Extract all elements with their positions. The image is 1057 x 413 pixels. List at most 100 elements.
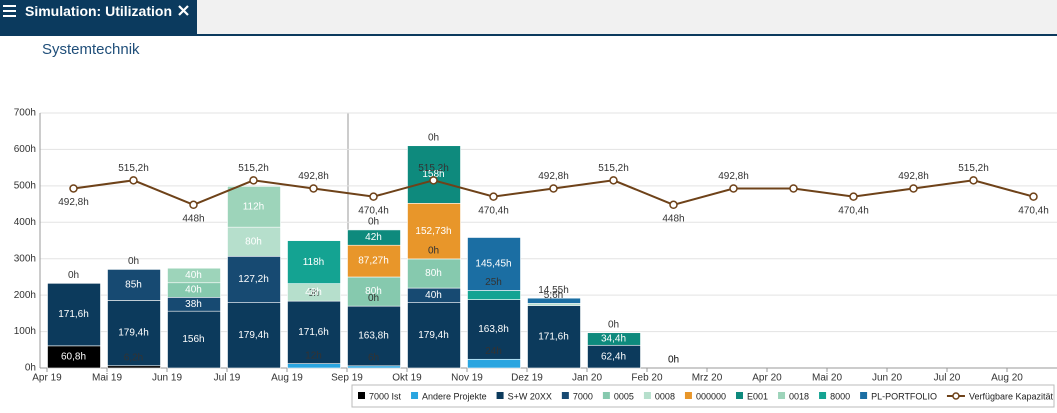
data-label: 87,27h xyxy=(358,256,389,267)
bar-segment xyxy=(407,302,461,369)
bar-segment xyxy=(527,297,581,304)
x-tick-label: Nov 19 xyxy=(451,373,483,384)
bar-segment xyxy=(467,299,521,360)
close-icon[interactable] xyxy=(178,5,190,17)
data-label: 163,8h xyxy=(358,331,389,342)
data-label: 0h xyxy=(668,355,679,366)
bar-segment xyxy=(407,258,461,289)
bar-segment xyxy=(227,256,281,303)
legend-swatch xyxy=(358,392,365,399)
legend-swatch xyxy=(643,392,651,399)
data-label: 470,4h xyxy=(1018,205,1049,216)
data-label: 515,2h xyxy=(598,163,629,174)
x-tick-label: Jul 20 xyxy=(934,373,961,384)
data-label: 40h xyxy=(185,270,202,281)
line-point xyxy=(849,192,858,201)
legend-label: 000000 xyxy=(696,391,726,401)
x-tick-label: Mrz 20 xyxy=(692,373,723,384)
legend-swatch xyxy=(684,392,692,399)
legend-label: PL-PORTFOLIO xyxy=(871,391,937,401)
x-tick-label: Jul 19 xyxy=(214,373,241,384)
legend: 7000 Ist Andere Projekte S+W 20XX 7000 0005 0… xyxy=(351,384,1055,408)
legend-label: 0018 xyxy=(789,391,809,401)
line-point xyxy=(249,176,258,185)
data-label: 6h xyxy=(368,352,379,363)
legend-swatch xyxy=(602,392,610,399)
x-tick-label: Mai 20 xyxy=(812,373,842,384)
data-label: 158h xyxy=(422,169,444,180)
x-tick-label: Apr 19 xyxy=(32,373,62,384)
line-point xyxy=(549,184,558,193)
y-tick-label: 300h xyxy=(14,253,36,264)
data-label: 0h xyxy=(368,217,379,228)
legend-box xyxy=(351,384,1055,408)
data-label: 0h xyxy=(68,270,79,281)
legend-swatch xyxy=(952,392,960,400)
data-label: 42h xyxy=(365,232,382,243)
bar-segment xyxy=(347,305,401,367)
bar-segment xyxy=(227,186,281,228)
line-point xyxy=(309,184,318,193)
y-tick-label: 700h xyxy=(14,108,36,119)
x-tick-label: Mai 19 xyxy=(92,373,122,384)
data-label: 112h xyxy=(243,201,265,212)
bar-segment xyxy=(407,202,461,260)
x-tick-label: Apr 20 xyxy=(752,373,782,384)
bar-segment xyxy=(107,300,161,367)
x-tick-label: Jun 20 xyxy=(872,373,902,384)
line-point xyxy=(609,176,618,185)
line-point xyxy=(669,200,678,210)
x-tick-label: Feb 20 xyxy=(631,373,663,384)
line-point xyxy=(69,184,78,193)
data-label: 492,8h xyxy=(58,197,89,208)
bar-segment xyxy=(227,302,281,369)
chart-title: Systemtechnik xyxy=(42,41,140,58)
data-label: 171,6h xyxy=(58,309,89,320)
bar-segment xyxy=(407,145,461,204)
data-label: 152,73h xyxy=(415,226,451,237)
data-label: 0h xyxy=(428,246,439,257)
data-label: 171,6h xyxy=(298,327,329,338)
line-point xyxy=(969,176,978,185)
bar-segment xyxy=(107,365,161,369)
bar-segment xyxy=(347,365,401,369)
bar-segment xyxy=(347,276,401,307)
data-label: 0h xyxy=(668,355,679,366)
tab[interactable]: Simulation: Utilization xyxy=(0,0,197,34)
x-tick-label: Dez 19 xyxy=(511,373,543,384)
y-tick-label: 0h xyxy=(25,363,36,374)
bar-segment xyxy=(287,240,341,284)
data-label: 492,8h xyxy=(718,171,749,182)
y-tick-label: 100h xyxy=(14,326,36,337)
bar-segment xyxy=(47,283,101,347)
data-label: 0h xyxy=(308,288,319,299)
data-label: 6,2h xyxy=(124,352,143,363)
legend-label: 0008 xyxy=(655,391,675,401)
data-label: 179,4h xyxy=(118,328,149,339)
data-label: 60,8h xyxy=(61,352,86,363)
data-label: 515,2h xyxy=(418,163,449,174)
data-label: 492,8h xyxy=(898,171,929,182)
menu-icon[interactable] xyxy=(3,4,19,18)
line-point xyxy=(729,184,738,193)
header-bar: Simulation: Utilization xyxy=(0,0,1057,36)
data-label: 80h xyxy=(365,286,382,297)
data-label: 127,2h xyxy=(238,274,269,285)
data-label: 515,2h xyxy=(238,163,269,174)
y-tick-label: 200h xyxy=(14,290,36,301)
data-label: 24h xyxy=(485,346,502,357)
data-label: 0h xyxy=(608,319,619,330)
line-point xyxy=(189,200,198,210)
x-tick-label: Jan 20 xyxy=(572,373,602,384)
legend-swatch xyxy=(496,392,504,399)
y-tick-label: 500h xyxy=(14,180,36,191)
data-label: 448h xyxy=(662,213,684,224)
bars xyxy=(47,145,641,369)
data-label: 492,8h xyxy=(298,171,329,182)
legend-label: E001 xyxy=(747,391,768,401)
data-label: 40h xyxy=(425,290,442,301)
data-label: 0h xyxy=(368,293,379,304)
legend-label: 8000 xyxy=(830,391,850,401)
line-point xyxy=(789,184,798,193)
data-label: 470,4h xyxy=(838,205,869,216)
